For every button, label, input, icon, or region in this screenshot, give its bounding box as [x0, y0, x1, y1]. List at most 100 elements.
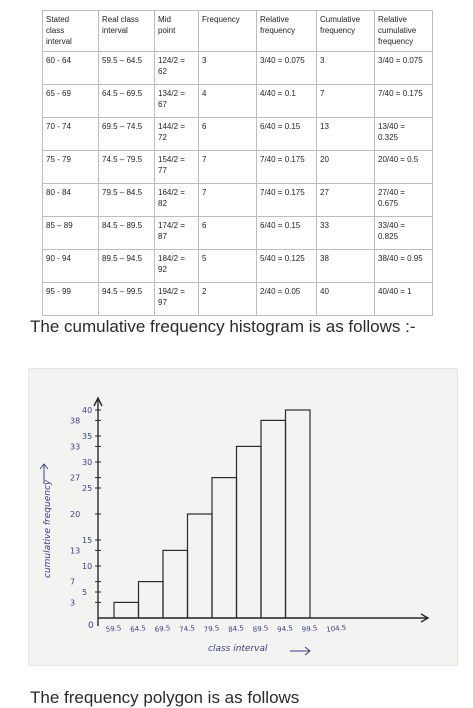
table-cell: 4/40 = 0.1 — [256, 84, 317, 118]
cell-text: 6/40 = 0.15 — [260, 122, 301, 131]
cell-text: 95 - 99 — [46, 287, 71, 296]
cell-text: 5 — [202, 254, 207, 263]
table-row: 65 - 69 64.5 – 69.5 134/2 = 67 4 4/40 = 0.1 7 7… — [42, 84, 433, 118]
column-header-text: point — [158, 26, 176, 35]
y-tick-label: 20 — [70, 510, 80, 519]
x-tick-label: 99.5 — [301, 624, 317, 634]
table-cell: 2/40 = 0.05 — [256, 282, 317, 316]
footer-partial-text: The frequency polygon is as follows — [30, 688, 300, 707]
table-cell: 74.5 – 79.5 — [98, 150, 155, 184]
cell-text: 7 — [320, 89, 325, 98]
column-header-text: Relative — [260, 15, 289, 24]
column-header-text: class — [46, 26, 65, 35]
table-cell: 89.5 – 94.5 — [98, 249, 155, 283]
table-cell: 85 – 89 — [42, 216, 99, 250]
cell-text: 3 — [202, 56, 207, 65]
column-header-text: Real class — [102, 15, 139, 24]
cell-text: 7/40 = 0.175 — [260, 155, 305, 164]
cell-text: 72 — [158, 133, 167, 142]
y-tick-label: 15 — [82, 536, 92, 545]
y-tick-label: 5 — [82, 588, 87, 597]
cell-text: 79.5 – 84.5 — [102, 188, 143, 197]
x-tick-label: 104.5 — [326, 624, 347, 634]
y-tick-label: 30 — [82, 458, 92, 467]
x-tick-label: 94.5 — [277, 624, 293, 634]
table-header-row: Stated class interval Real class interval Mid… — [42, 10, 433, 52]
table-cell: 94.5 – 99.5 — [98, 282, 155, 316]
frequency-table: Stated class interval Real class interval Mid… — [42, 10, 433, 316]
table-cell: 164/2 = 82 — [154, 183, 199, 217]
column-header: Mid point — [154, 10, 199, 52]
cell-text: 59.5 – 64.5 — [102, 56, 143, 65]
x-tick-label: 84.5 — [228, 624, 244, 634]
cell-text: 84.5 – 89.5 — [102, 221, 143, 230]
cell-text: 27 — [320, 188, 329, 197]
cell-text: 70 - 74 — [46, 122, 71, 131]
section-heading: The cumulative frequency histogram is as… — [30, 317, 416, 336]
cell-text: 27/40 = — [378, 188, 405, 197]
cell-text: 92 — [158, 265, 167, 274]
cell-text: 7 — [202, 155, 207, 164]
histogram-bar — [284, 409, 311, 619]
table-cell: 194/2 = 97 — [154, 282, 199, 316]
cell-text: 82 — [158, 199, 167, 208]
y-axis-arrow — [93, 396, 103, 407]
cell-text: 38 — [320, 254, 329, 263]
column-header-text: frequency — [320, 26, 356, 35]
column-header-text: Mid — [158, 15, 171, 24]
table-cell: 70 - 74 — [42, 117, 99, 151]
table-cell: 184/2 = 92 — [154, 249, 199, 283]
cell-text: 4 — [202, 89, 207, 98]
cell-text: 20 — [320, 155, 329, 164]
cell-text: 174/2 = — [158, 221, 185, 230]
cell-text: 4/40 = 0.1 — [260, 89, 296, 98]
table-cell: 6 — [198, 117, 257, 151]
cell-text: 3/40 = 0.075 — [260, 56, 305, 65]
x-tick-label: 69.5 — [154, 624, 170, 634]
column-header-text: Stated — [46, 15, 70, 24]
cell-text: 75 - 79 — [46, 155, 71, 164]
y-tick-label: 35 — [82, 432, 92, 441]
y-tick-label: 33 — [70, 442, 80, 451]
table-cell: 3/40 = 0.075 — [256, 51, 317, 85]
table-cell: 79.5 – 84.5 — [98, 183, 155, 217]
table-cell: 38/40 = 0.95 — [374, 249, 433, 283]
table-cell: 27 — [316, 183, 375, 217]
histogram-bar — [211, 476, 238, 619]
table-cell: 6 — [198, 216, 257, 250]
column-header: Relative cumulative frequency — [374, 10, 433, 52]
cell-text: 33 — [320, 221, 329, 230]
cell-text: 194/2 = — [158, 287, 185, 296]
histogram-bar — [137, 581, 164, 619]
histogram-bar — [113, 601, 140, 619]
table-cell: 40 — [316, 282, 375, 316]
cell-text: 184/2 = — [158, 254, 185, 263]
cell-text: 74.5 – 79.5 — [102, 155, 143, 164]
table-cell: 5 — [198, 249, 257, 283]
cell-text: 3 — [320, 56, 325, 65]
column-header: Frequency — [198, 10, 257, 52]
cell-text: 164/2 = — [158, 188, 185, 197]
cell-text: 5/40 = 0.125 — [260, 254, 305, 263]
column-header: Real class interval — [98, 10, 155, 52]
table-cell: 80 - 84 — [42, 183, 99, 217]
column-header: Cumulative frequency — [316, 10, 375, 52]
table-row: 85 – 89 84.5 – 89.5 174/2 = 87 6 6/40 = 0.15 3… — [42, 216, 433, 250]
cell-text: 0.825 — [378, 232, 399, 241]
table-cell: 7 — [198, 183, 257, 217]
histogram-bar — [162, 549, 189, 619]
table-cell: 7/40 = 0.175 — [256, 183, 317, 217]
table-cell: 124/2 = 62 — [154, 51, 199, 85]
cell-text: 154/2 = — [158, 155, 185, 164]
column-header: Relative frequency — [256, 10, 317, 52]
table-cell: 69.5 – 74.5 — [98, 117, 155, 151]
table-cell: 40/40 = 1 — [374, 282, 433, 316]
x-tick-label: 64.5 — [130, 624, 146, 634]
histogram-bar — [260, 419, 287, 619]
table-cell: 134/2 = 67 — [154, 84, 199, 118]
cell-text: 0.325 — [378, 133, 399, 142]
table-cell: 64.5 – 69.5 — [98, 84, 155, 118]
table-cell: 5/40 = 0.125 — [256, 249, 317, 283]
column-header-text: Relative — [378, 15, 407, 24]
histogram-photo: 0 3 5 7 10 13 15 20 25 27 30 33 35 38 40 59.5 64.5 69.5 74… — [28, 368, 458, 666]
